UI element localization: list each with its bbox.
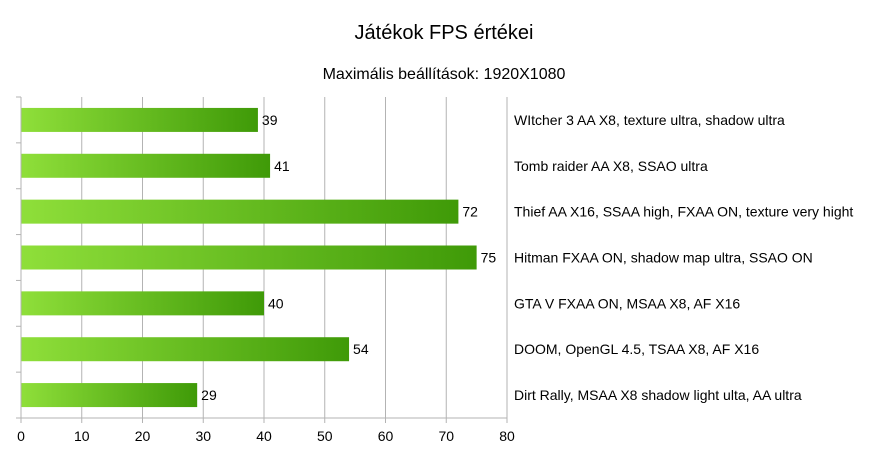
category-label: WItcher 3 AA X8, texture ultra, shadow u…	[514, 112, 785, 128]
bars	[21, 107, 477, 408]
category-label: GTA V FXAA ON, MSAA X8, AF X16	[514, 295, 740, 311]
value-label: 75	[481, 250, 497, 266]
chart-title: Játékok FPS értékei	[354, 22, 534, 44]
bar	[21, 337, 350, 362]
value-label: 39	[262, 112, 278, 128]
bar	[21, 107, 258, 132]
x-tick-label: 80	[499, 428, 515, 444]
value-label: 54	[353, 341, 369, 357]
bar	[21, 153, 271, 178]
category-label: Dirt Rally, MSAA X8 shadow light ulta, A…	[514, 387, 802, 403]
x-tick-label: 70	[438, 428, 454, 444]
x-tick-label: 0	[17, 428, 25, 444]
bar	[21, 245, 477, 270]
value-label: 41	[274, 158, 290, 174]
category-label: DOOM, OpenGL 4.5, TSAA X8, AF X16	[514, 341, 759, 357]
value-label: 29	[201, 387, 217, 403]
category-label: Hitman FXAA ON, shadow map ultra, SSAO O…	[514, 250, 813, 266]
x-tick-label: 60	[378, 428, 394, 444]
category-label: Tomb raider AA X8, SSAO ultra	[514, 158, 708, 174]
axes	[16, 96, 508, 423]
bar	[21, 291, 264, 316]
x-tick-label: 40	[256, 428, 272, 444]
x-tick-label: 10	[74, 428, 90, 444]
x-tick-label: 50	[317, 428, 333, 444]
x-tick-label: 20	[135, 428, 151, 444]
bar	[21, 199, 459, 224]
value-label: 72	[462, 204, 478, 220]
labels: 0 10 20 30 40 50 60 70 80 39 WItcher 3 AA X8, text…	[17, 112, 853, 444]
value-label: 40	[268, 295, 284, 311]
x-tick-label: 30	[195, 428, 211, 444]
chart-subtitle: Maximális beállítások: 1920X1080	[322, 66, 566, 83]
category-label: Thief AA X16, SSAA high, FXAA ON, textur…	[514, 204, 853, 220]
bar	[21, 383, 198, 408]
